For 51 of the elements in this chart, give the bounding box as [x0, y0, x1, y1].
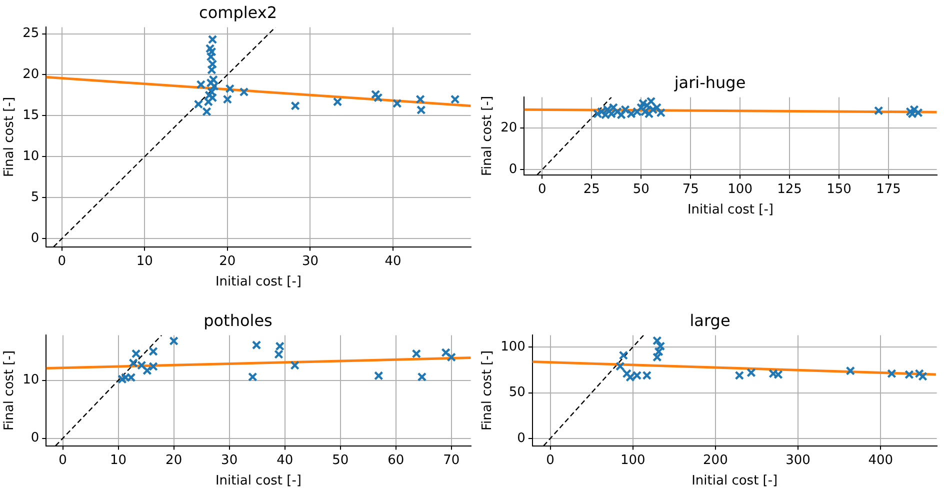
x-tick-label: 125	[777, 182, 802, 197]
x-tick-label: 175	[876, 182, 901, 197]
x-tick-label: 100	[620, 452, 646, 468]
x-tick-label: 400	[868, 452, 894, 468]
x-axis-title: Initial cost [-]	[687, 202, 774, 218]
y-tick-label: 50	[508, 385, 526, 400]
x-tick-label: 10	[110, 452, 127, 468]
y-tick-label: 0	[30, 430, 40, 446]
x-tick-label: 10	[136, 254, 153, 269]
chart-title: large	[690, 310, 730, 330]
x-tick-label: 50	[632, 182, 650, 197]
y-tick-label: 5	[30, 190, 40, 206]
x-tick-label: 20	[219, 254, 236, 269]
x-axis-title: Initial cost [-]	[692, 474, 778, 489]
y-axis-title: Final cost [-]	[480, 96, 496, 176]
x-tick-label: 75	[682, 182, 699, 197]
x-tick-label: 60	[388, 452, 404, 468]
y-tick-label: 25	[22, 26, 40, 42]
x-tick-label: 25	[583, 182, 600, 197]
y-axis-title: Final cost [-]	[480, 350, 496, 431]
x-tick-label: 30	[302, 254, 318, 269]
y-tick-label: 10	[22, 372, 40, 388]
x-tick-label: 300	[786, 452, 810, 468]
x-tick-label: 0	[538, 182, 546, 197]
y-tick-label: 0	[508, 162, 518, 177]
y-axis-title: Final cost [-]	[2, 350, 18, 431]
x-axis-title: Initial cost [-]	[215, 274, 302, 290]
x-tick-label: 50	[332, 452, 349, 468]
x-axis-title: Initial cost [-]	[215, 474, 302, 489]
chart-title: complex2	[199, 2, 277, 22]
x-tick-label: 0	[546, 452, 554, 468]
x-tick-label: 40	[276, 452, 294, 468]
x-tick-label: 0	[58, 452, 67, 468]
y-tick-label: 0	[517, 430, 526, 446]
x-tick-label: 150	[826, 182, 852, 197]
y-tick-label: 100	[500, 339, 526, 354]
y-tick-label: 0	[30, 230, 40, 246]
x-tick-label: 200	[703, 452, 728, 468]
chart-title: jari-huge	[673, 72, 746, 92]
y-tick-label: 15	[22, 108, 40, 124]
x-tick-label: 70	[443, 452, 460, 468]
y-tick-label: 20	[22, 67, 40, 82]
x-tick-label: 100	[728, 182, 752, 197]
chart-title: potholes	[204, 310, 272, 330]
y-tick-label: 20	[500, 120, 518, 136]
x-tick-label: 20	[166, 452, 182, 468]
y-tick-label: 10	[22, 149, 40, 164]
x-tick-label: 30	[221, 452, 238, 468]
x-tick-label: 0	[58, 254, 66, 269]
x-tick-label: 40	[384, 254, 402, 269]
y-axis-title: Final cost [-]	[2, 96, 18, 178]
